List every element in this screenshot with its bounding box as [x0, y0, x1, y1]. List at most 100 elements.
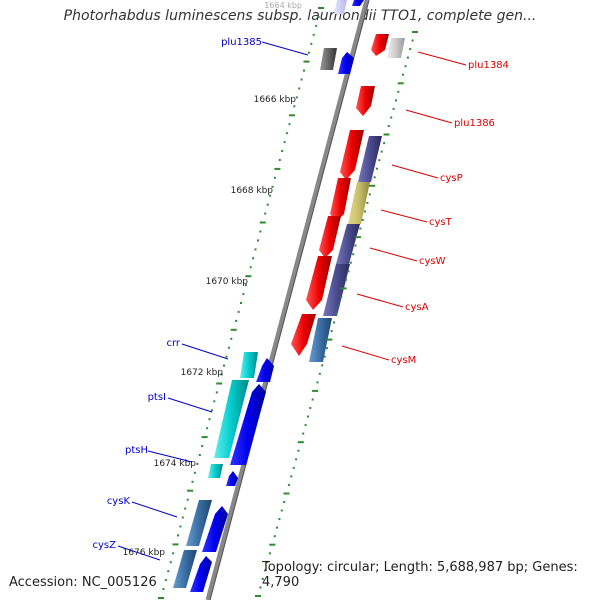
gene-label-plu1386[interactable]: plu1386 [454, 118, 495, 129]
ruler-right-minor-tick [311, 398, 314, 401]
ruler-right-minor-tick [321, 364, 324, 367]
gene-arrow-ptsI[interactable] [214, 380, 249, 458]
ruler-right-minor-tick [361, 219, 364, 221]
ruler-right-minor-tick [373, 176, 376, 179]
gene-segment-cysM[interactable] [309, 318, 332, 362]
gene-arrow-plu1386[interactable] [356, 86, 375, 116]
ruler-left-minor-tick [177, 534, 179, 537]
ruler-right-minor-tick [349, 261, 352, 264]
gene-arrow-plu1384[interactable] [371, 34, 389, 56]
ruler-left-major-tick [303, 60, 310, 63]
position-label-1672: 1672 kbp [181, 368, 224, 378]
map-title: Photorhabdus luminescens subsp. laumondi… [63, 8, 537, 24]
ruler-right-minor-tick [375, 167, 378, 170]
position-label-1670: 1670 kbp [206, 277, 249, 287]
gene-arrow-crr[interactable] [240, 352, 258, 378]
ruler-right-minor-tick [259, 586, 262, 589]
gene-segment-cysP[interactable] [358, 136, 382, 182]
ruler-left-minor-tick [240, 302, 242, 304]
leader-line-crr [181, 343, 229, 360]
ruler-left-minor-tick [244, 284, 247, 287]
gene-segment-cysA[interactable] [323, 264, 350, 316]
topology-text: Topology: circular; Length: 5,688,987 bp… [262, 560, 578, 590]
ruler-left-minor-tick [283, 141, 286, 144]
gene-label-ptsH[interactable]: ptsH [125, 445, 148, 456]
ruler-left-minor-tick [213, 400, 216, 403]
gene-label-cysZ[interactable]: cysZ [93, 540, 117, 551]
gene-arrow-crr-partner[interactable] [256, 358, 274, 382]
ruler-left-minor-tick [257, 239, 259, 242]
ruler-left-major-tick [288, 114, 295, 117]
gene-label-cysA[interactable]: cysA [405, 302, 429, 313]
ruler-ticks [158, 7, 418, 599]
gene-arrow-ptsH[interactable] [208, 464, 223, 478]
ruler-left-minor-tick [293, 105, 296, 108]
gene-arrow-cysT[interactable] [330, 178, 351, 222]
ruler-left-minor-tick [164, 579, 167, 582]
leader-line-cysW [369, 247, 418, 262]
gene-arrow-cysA[interactable] [306, 256, 332, 310]
gene-arrow-cysW[interactable] [319, 216, 341, 258]
ruler-left-minor-tick [225, 355, 228, 358]
gene-arrow-ptsH-partner[interactable] [226, 471, 238, 486]
ruler-right-minor-tick [352, 253, 355, 256]
ruler-left-minor-tick [252, 257, 255, 260]
gene-arrow-cysK[interactable] [186, 500, 212, 546]
gene-segment-cysT[interactable] [348, 182, 370, 224]
ruler-right-minor-tick [278, 518, 281, 521]
ruler-left-minor-tick [184, 507, 187, 510]
ruler-left-minor-tick [169, 561, 172, 564]
ruler-left-minor-tick [266, 203, 269, 206]
ruler-right-minor-tick [387, 125, 390, 127]
ruler-right-minor-tick [335, 313, 338, 315]
ruler-left-minor-tick [179, 525, 182, 528]
gene-segment-cysW[interactable] [336, 224, 360, 264]
gene-segment-lightgray[interactable] [387, 38, 405, 58]
ruler-right-minor-tick [326, 347, 328, 350]
gene-label-crr[interactable]: crr [166, 338, 180, 349]
position-label-1668: 1668 kbp [231, 186, 274, 196]
gene-segment-unlabeled-pale[interactable] [334, 0, 347, 14]
gene-label-plu1384[interactable]: plu1384 [468, 60, 509, 71]
ruler-left-minor-tick [181, 516, 184, 519]
ruler-left-minor-tick [206, 427, 209, 430]
gene-arrow-cysM[interactable] [291, 314, 316, 356]
gene-arrow-cysK-partner[interactable] [202, 506, 228, 552]
gene-arrow-cysZ-partner[interactable] [190, 556, 212, 592]
gene-label-cysT[interactable]: cysT [429, 217, 453, 228]
gene-label-ptsI[interactable]: ptsI [148, 392, 166, 403]
position-label-1674: 1674 kbp [154, 459, 197, 469]
ruler-right-minor-tick [273, 535, 276, 538]
gene-arrow-plu1385[interactable] [338, 52, 354, 74]
ruler-left-minor-tick [281, 150, 284, 152]
gene-arrow-ptsI-partner[interactable] [230, 384, 266, 465]
gene-segment-unlabeled-blue[interactable] [352, 0, 364, 6]
ruler-left-major-tick [216, 382, 223, 385]
gene-label-cysW[interactable]: cysW [419, 256, 446, 267]
ruler-right-major-tick [397, 82, 404, 85]
ruler-right-minor-tick [397, 90, 400, 93]
ruler-left-minor-tick [227, 346, 230, 349]
ruler-right-minor-tick [287, 483, 290, 486]
genome-backbone [205, 0, 370, 600]
gene-label-cysP[interactable]: cysP [440, 173, 463, 184]
genome-backbone-shadow [209, 0, 370, 600]
ruler-left-minor-tick [315, 24, 318, 27]
gene-label-plu1385[interactable]: plu1385 [221, 37, 262, 48]
ruler-left-minor-tick [249, 266, 252, 269]
ruler-left-minor-tick [230, 337, 233, 340]
ruler-left-minor-tick [237, 310, 240, 313]
ruler-left-minor-tick [172, 552, 175, 555]
ruler-left-major-tick [245, 275, 252, 278]
gene-label-cysM[interactable]: cysM [391, 355, 416, 366]
ruler-right-minor-tick [337, 304, 340, 307]
gene-arrow-cysZ[interactable] [173, 550, 197, 588]
leader-line-cysK [131, 501, 178, 518]
gene-label-cysK[interactable]: cysK [107, 496, 131, 507]
gene-arrow-cysP[interactable] [340, 130, 364, 180]
ruler-right-minor-tick [333, 321, 336, 324]
ruler-right-major-tick [283, 492, 290, 495]
ruler-left-minor-tick [186, 498, 189, 501]
gene-segment-gray[interactable] [320, 48, 337, 70]
